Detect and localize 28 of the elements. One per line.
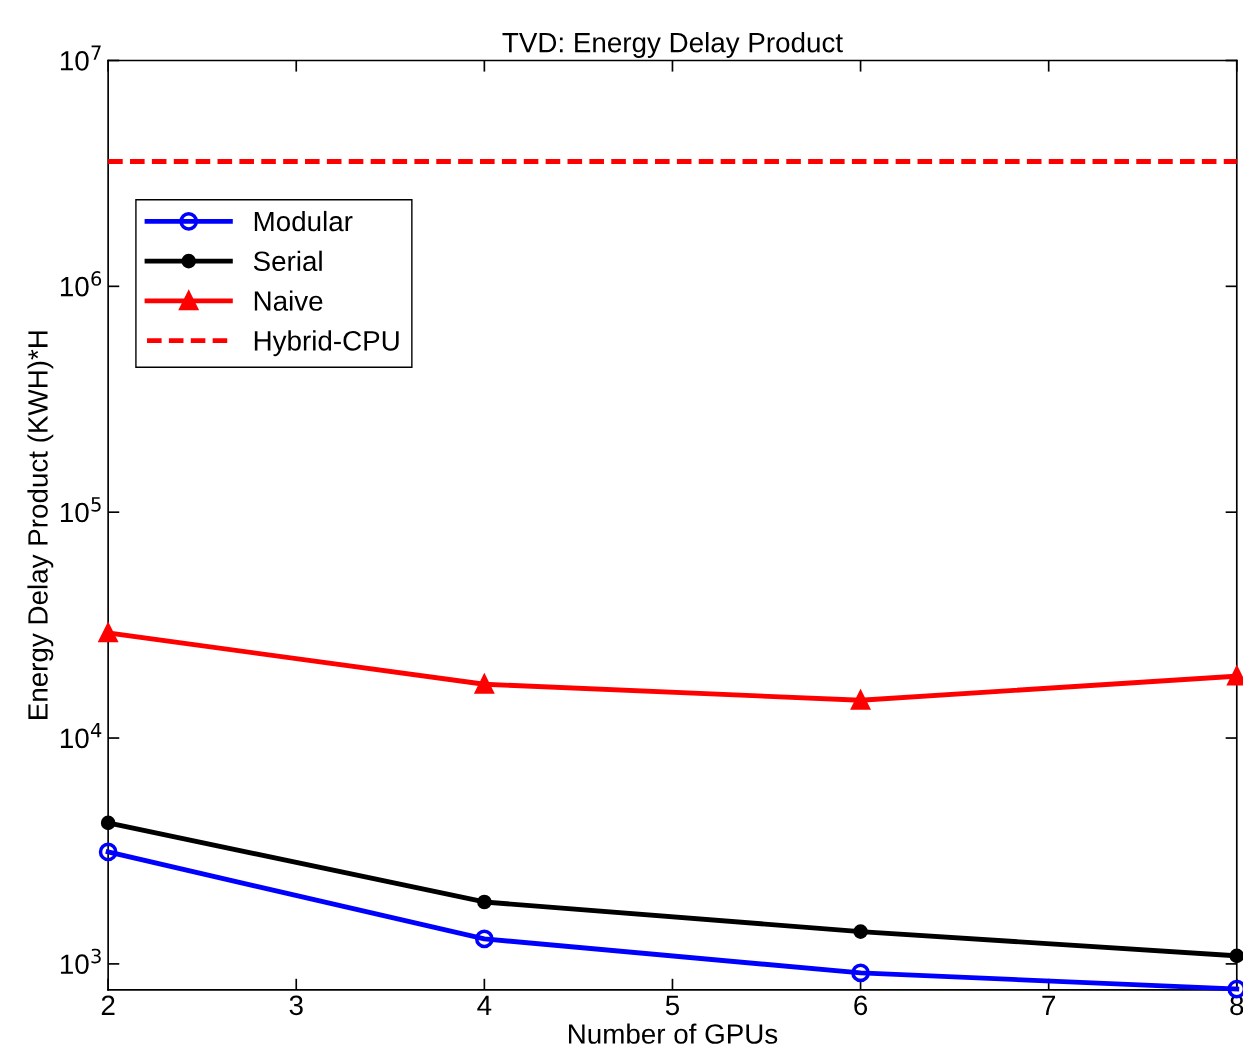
legend-label: Modular (254, 210, 353, 232)
chart-title: TVD: Energy Delay Product (502, 32, 843, 58)
x-tick-label: 4 (477, 995, 492, 1015)
x-tick-label: 7 (1042, 995, 1056, 1015)
point (850, 688, 871, 710)
legend-label: Hybrid-CPU (254, 330, 399, 357)
point (851, 963, 870, 983)
point (474, 929, 494, 949)
x-tick-label: 6 (854, 995, 868, 1016)
y-tick-label: 10$^{4}$ (60, 723, 102, 749)
point (97, 621, 119, 643)
y-tick-label: 10$^{3}$ (60, 948, 101, 975)
point (98, 842, 118, 862)
x-tick-label: 5 (665, 995, 680, 1016)
legend-label: Serial (253, 250, 322, 272)
point (100, 815, 116, 831)
point (474, 672, 495, 694)
x-tick-label: 3 (289, 995, 303, 1016)
point (477, 894, 492, 910)
legend-label: Naive (254, 290, 323, 311)
y-axis-title: Energy Delay Product (KWH)*H (27, 331, 54, 719)
point (853, 924, 868, 939)
point (1229, 948, 1243, 964)
y-tick-label: 10$^{7}$ (60, 45, 101, 71)
x-axis-title: Number of GPUs (569, 1023, 778, 1044)
y-tick-label: 10$^{5}$ (60, 497, 101, 523)
y-tick-label: 10$^{6}$ (60, 271, 102, 297)
x-tick-label: 2 (101, 995, 115, 1015)
